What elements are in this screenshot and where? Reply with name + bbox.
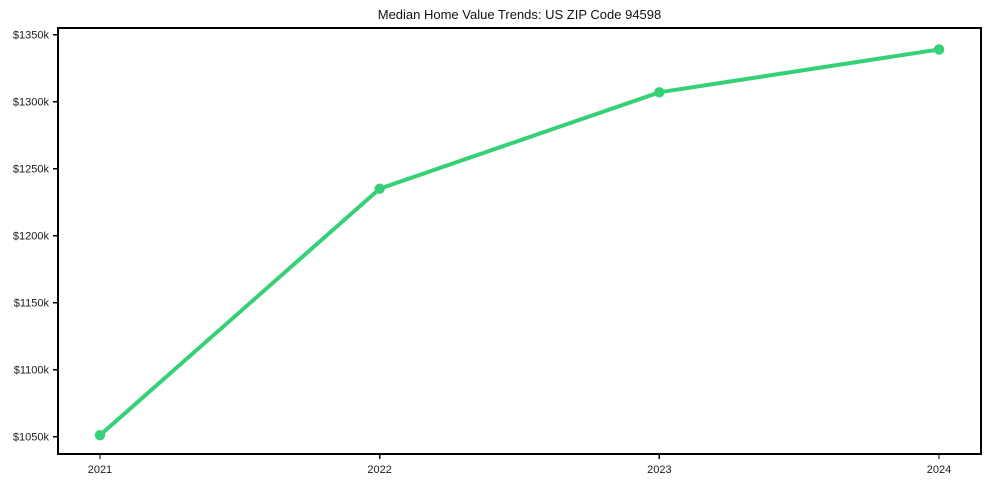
data-point-2021 bbox=[94, 430, 106, 441]
x-tick-label: 2021 bbox=[88, 464, 112, 476]
chart-title: Median Home Value Trends: US ZIP Code 94… bbox=[377, 7, 662, 22]
y-tick-label: $1350k bbox=[13, 30, 50, 42]
data-point-2023 bbox=[654, 87, 665, 98]
x-tick-label: 2022 bbox=[367, 464, 391, 476]
trend-line bbox=[97, 47, 942, 438]
data-point-2022 bbox=[374, 183, 385, 194]
y-tick-label: $1250k bbox=[13, 164, 50, 176]
x-tick-label: 2023 bbox=[647, 464, 671, 476]
plot-frame bbox=[57, 27, 982, 455]
y-tick-label: $1150k bbox=[14, 298, 50, 310]
y-tick-label: $1100k bbox=[14, 365, 50, 377]
y-tick-label: $1300k bbox=[13, 97, 50, 109]
x-tick-label: 2024 bbox=[927, 464, 951, 476]
data-point-2024 bbox=[933, 44, 945, 55]
y-tick-label: $1050k bbox=[13, 432, 50, 444]
y-tick-label: $1200k bbox=[13, 231, 50, 243]
